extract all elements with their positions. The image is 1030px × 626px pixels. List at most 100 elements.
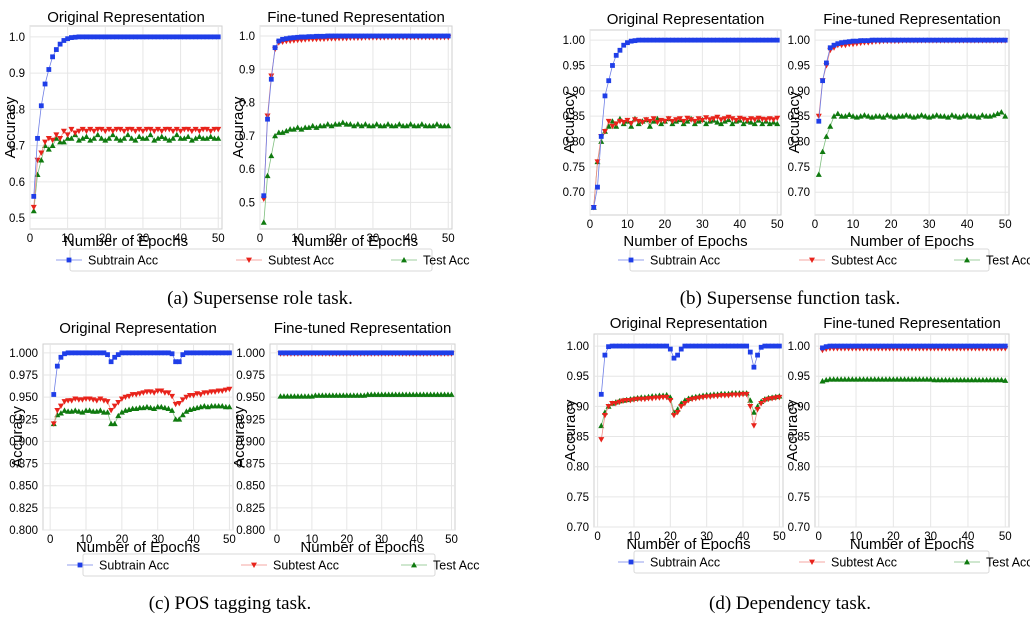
data-point bbox=[606, 78, 612, 84]
data-point bbox=[884, 112, 891, 118]
data-point bbox=[197, 34, 202, 40]
data-point bbox=[368, 350, 374, 356]
y-tick-label: 0.75 bbox=[788, 492, 810, 504]
data-point bbox=[872, 113, 879, 119]
data-point bbox=[894, 343, 900, 349]
data-point bbox=[695, 116, 702, 122]
chart-title: Fine-tuned Representation bbox=[267, 9, 445, 26]
data-point bbox=[130, 350, 136, 356]
data-point bbox=[827, 123, 834, 129]
legend-label: Subtest Acc bbox=[273, 559, 339, 573]
data-point bbox=[868, 343, 874, 349]
data-point bbox=[169, 393, 176, 400]
data-point bbox=[69, 350, 75, 356]
data-point bbox=[751, 117, 758, 123]
data-point bbox=[222, 387, 229, 394]
data-point bbox=[283, 127, 290, 134]
data-point bbox=[332, 121, 339, 127]
data-point bbox=[421, 350, 426, 356]
data-point bbox=[313, 124, 320, 130]
data-point bbox=[337, 350, 343, 356]
x-axis-label: Number of Epochs bbox=[300, 539, 424, 556]
data-point bbox=[673, 37, 679, 43]
data-point bbox=[139, 128, 146, 135]
data-point bbox=[748, 119, 755, 125]
data-point bbox=[377, 122, 384, 129]
data-point bbox=[204, 390, 211, 396]
series-test-acc bbox=[30, 131, 222, 214]
y-tick-label: 0.90 bbox=[567, 401, 589, 413]
data-point bbox=[417, 350, 423, 356]
data-point bbox=[598, 134, 604, 139]
data-point bbox=[104, 409, 111, 415]
data-point bbox=[50, 54, 55, 60]
legend: Subtrain Acc Subtest Acc Test Acc bbox=[618, 248, 1030, 272]
data-point bbox=[907, 37, 913, 43]
chart-title: Original Representation bbox=[610, 315, 768, 332]
data-point bbox=[751, 120, 758, 127]
data-point bbox=[123, 350, 128, 356]
data-point bbox=[80, 34, 86, 40]
data-point bbox=[905, 343, 911, 349]
data-point bbox=[84, 34, 89, 40]
data-point bbox=[292, 350, 297, 356]
data-point bbox=[57, 41, 63, 47]
data-point bbox=[729, 343, 735, 349]
data-point bbox=[97, 407, 104, 413]
data-point bbox=[129, 34, 135, 40]
legend-marker bbox=[246, 257, 252, 263]
x-tick-label: 40 bbox=[174, 233, 187, 245]
data-point bbox=[102, 34, 108, 40]
data-point bbox=[854, 38, 860, 44]
y-tick-label: 0.6 bbox=[239, 164, 255, 176]
data-point bbox=[128, 135, 135, 141]
data-point bbox=[219, 403, 226, 409]
y-tick-label: 0.85 bbox=[788, 111, 810, 123]
y-tick-label: 0.70 bbox=[788, 522, 810, 534]
y-axis-label: Accuracy bbox=[562, 399, 579, 461]
data-point bbox=[344, 350, 350, 356]
data-point bbox=[205, 350, 211, 356]
data-point bbox=[110, 34, 116, 40]
data-point bbox=[998, 376, 1005, 383]
data-point bbox=[744, 343, 750, 349]
data-point bbox=[76, 350, 82, 356]
data-point bbox=[190, 392, 197, 399]
data-point bbox=[937, 113, 944, 119]
x-tick-label: 10 bbox=[80, 534, 93, 546]
data-point bbox=[430, 33, 436, 39]
data-point bbox=[53, 47, 59, 52]
data-point bbox=[363, 33, 368, 39]
y-tick-label: 0.85 bbox=[563, 111, 585, 123]
data-point bbox=[861, 343, 866, 349]
data-point bbox=[598, 437, 605, 443]
x-tick-label: 50 bbox=[445, 534, 458, 546]
data-point bbox=[340, 33, 346, 39]
y-tick-label: 0.6 bbox=[9, 177, 25, 189]
data-point bbox=[722, 343, 728, 349]
data-point bbox=[97, 396, 104, 402]
data-point bbox=[260, 219, 267, 225]
data-point bbox=[124, 126, 131, 133]
data-point bbox=[650, 116, 657, 122]
data-point bbox=[393, 33, 398, 39]
data-point bbox=[119, 350, 125, 356]
subfigure-group: 0 10 20 30 40 50 0.5 0.6 0.7 0.8 0.9 1.0 Original Re… bbox=[2, 9, 470, 309]
data-point bbox=[283, 36, 289, 42]
data-point bbox=[769, 343, 775, 349]
data-point bbox=[310, 34, 316, 40]
data-point bbox=[418, 121, 425, 127]
data-point bbox=[437, 122, 444, 129]
data-point bbox=[718, 37, 724, 43]
data-point bbox=[79, 126, 86, 133]
data-point bbox=[400, 122, 407, 129]
data-point bbox=[336, 121, 343, 127]
x-tick-label: 30 bbox=[923, 219, 936, 231]
data-point bbox=[677, 37, 683, 43]
data-point bbox=[831, 113, 838, 119]
y-tick-label: 0.9 bbox=[9, 68, 25, 80]
series-subtrain-acc bbox=[820, 343, 1008, 351]
data-point bbox=[403, 122, 410, 129]
data-point bbox=[819, 148, 826, 155]
data-point bbox=[957, 37, 962, 43]
